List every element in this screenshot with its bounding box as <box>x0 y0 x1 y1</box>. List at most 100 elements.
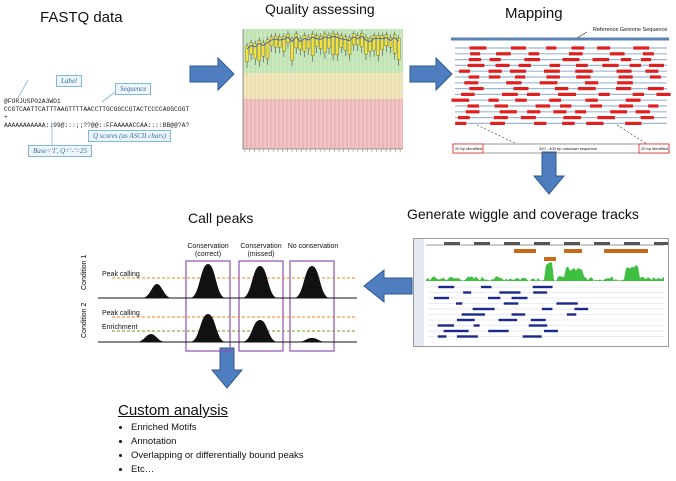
read <box>649 75 661 79</box>
read <box>509 69 527 73</box>
browser-gene <box>488 329 509 333</box>
pair-right-label: 20 bp identified <box>641 146 669 151</box>
read <box>469 87 484 91</box>
read <box>495 63 510 67</box>
peak-r1-1 <box>190 264 226 298</box>
browser-gene <box>543 329 558 333</box>
read <box>514 75 526 79</box>
list-item: Enriched Motifs <box>131 421 304 435</box>
read <box>645 69 659 73</box>
read <box>616 69 632 73</box>
read <box>568 52 583 56</box>
fastq-panel: Label Sequence @FORJUSP02A3WD1 CCGTCAATT… <box>0 60 200 180</box>
browser-gene <box>528 324 548 327</box>
browser-ruler-tick <box>624 242 640 245</box>
pair-left-label: 20 bp identified <box>455 146 483 151</box>
quality-box <box>380 35 384 51</box>
read <box>468 75 480 79</box>
quality-box <box>265 39 270 59</box>
browser-orange-block <box>632 249 648 253</box>
arrow-right-2 <box>409 56 453 92</box>
read <box>597 116 615 120</box>
peak-r2-1 <box>190 314 226 342</box>
browser-gene <box>443 329 469 333</box>
read <box>549 98 562 102</box>
read <box>575 110 587 114</box>
quality-box <box>343 36 348 51</box>
read <box>620 58 632 62</box>
read <box>539 81 558 85</box>
peak-r2-small <box>136 334 166 342</box>
fastq-title: FASTQ data <box>40 9 123 26</box>
col1-label: Conservation (correct) <box>182 243 234 259</box>
quality-box <box>274 35 278 48</box>
read <box>649 63 664 67</box>
read <box>520 116 536 120</box>
read <box>464 81 479 85</box>
quality-box <box>392 34 397 54</box>
read <box>632 92 645 96</box>
quality-box <box>278 36 282 48</box>
read <box>577 87 596 91</box>
browser-orange-block <box>514 249 536 253</box>
browser-gene-tracks <box>428 285 664 338</box>
read <box>562 121 575 125</box>
read <box>515 98 527 102</box>
wiggle-title: Generate wiggle and coverage tracks <box>407 206 639 222</box>
quality-box <box>339 35 343 48</box>
browser-gene <box>455 302 463 305</box>
fastq-line-1: @FORJUSP02A3WD1 <box>4 98 61 105</box>
row1-peak-label: Peak calling <box>102 271 140 278</box>
mapping-title: Mapping <box>505 5 563 22</box>
quality-box <box>323 33 327 53</box>
browser-gene <box>498 318 518 322</box>
read <box>576 75 591 79</box>
read <box>590 104 603 108</box>
read <box>592 58 610 62</box>
fastq-line-3: + <box>4 114 8 121</box>
browser-gene <box>511 313 526 316</box>
read <box>527 110 541 114</box>
browser-ruler-tick <box>504 242 520 245</box>
quality-box <box>298 38 302 50</box>
read <box>635 110 650 114</box>
custom-title: Custom analysis <box>118 402 229 419</box>
read <box>528 52 540 56</box>
read <box>534 121 547 125</box>
browser-gene <box>437 324 455 327</box>
browser-orange-block <box>564 249 582 253</box>
read <box>618 75 633 79</box>
fastq-line-4: AAAAAAAAAAA::99@:::;;??@@::FFAAAAACCAA::… <box>4 122 190 129</box>
arrow-left-1 <box>363 268 413 304</box>
read <box>625 121 642 125</box>
peak-r2-3 <box>297 338 327 342</box>
quality-median-line <box>246 35 399 50</box>
read <box>656 92 671 96</box>
read <box>467 104 480 108</box>
quality-box <box>356 35 360 46</box>
peak-diagram: Condition 1 Condition 2 <box>81 254 357 352</box>
pair-left-read <box>452 143 484 154</box>
read <box>469 46 487 50</box>
col2-label-line1: Conservation <box>240 243 282 250</box>
list-item: Etc… <box>131 463 304 477</box>
mapped-reads <box>451 46 671 125</box>
read <box>461 92 475 96</box>
read <box>642 52 654 56</box>
quality-box <box>372 35 376 51</box>
read <box>496 52 511 56</box>
quality-box <box>245 45 249 62</box>
quality-ticks <box>244 149 401 152</box>
peak-r1-3 <box>294 266 330 298</box>
read <box>575 69 593 73</box>
browser-ruler-tick <box>444 242 460 245</box>
row2-enrich-label: Enrichment <box>102 324 138 331</box>
read <box>629 63 641 67</box>
read <box>617 81 633 85</box>
read <box>633 46 650 50</box>
quality-box <box>347 37 352 55</box>
condition-2-label: Condition 2 <box>81 302 88 338</box>
quality-box <box>253 43 257 59</box>
mapping-diagram <box>451 31 671 154</box>
read <box>618 104 633 108</box>
